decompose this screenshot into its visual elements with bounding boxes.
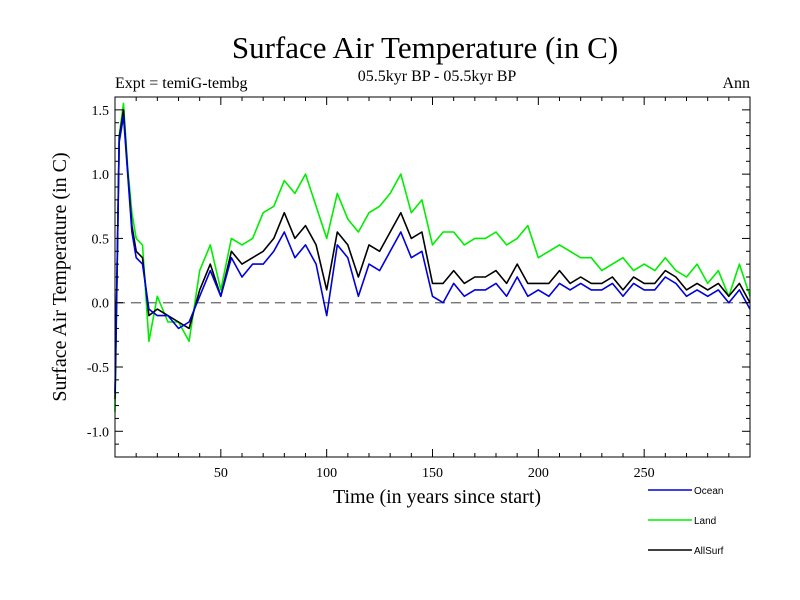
y-tick-label: 1.0 bbox=[92, 168, 110, 183]
series-line-allsurf bbox=[114, 109, 751, 400]
y-tick-label: -0.5 bbox=[87, 361, 109, 376]
y-axis-label: Surface Air Temperature (in C) bbox=[49, 152, 71, 401]
y-tick-label: 0.0 bbox=[92, 297, 110, 312]
legend-label-land: Land bbox=[694, 516, 716, 527]
x-tick-label: 150 bbox=[422, 466, 443, 481]
series-line-land bbox=[114, 102, 751, 413]
x-tick-label: 200 bbox=[528, 466, 549, 481]
plot-frame bbox=[114, 96, 751, 458]
y-tick-label: 0.5 bbox=[92, 232, 110, 247]
x-tick-label: 100 bbox=[316, 466, 337, 481]
y-ticks: -1.0 -0.5 0.0 0.5 1.0 1.5 bbox=[87, 104, 750, 445]
y-tick-label: -1.0 bbox=[87, 425, 109, 440]
subtitle-right: Ann bbox=[722, 75, 750, 92]
chart-title: Surface Air Temperature (in C) bbox=[232, 30, 618, 65]
subtitle-center: 05.5kyr BP - 05.5kyr BP bbox=[358, 68, 517, 85]
legend: Ocean Land AllSurf bbox=[648, 486, 724, 557]
series-line-ocean bbox=[114, 115, 751, 393]
subtitle-left: Expt = temiG-tembg bbox=[115, 75, 248, 92]
y-tick-label: 1.5 bbox=[92, 104, 110, 119]
x-axis-label: Time (in years since start) bbox=[333, 486, 541, 508]
x-tick-label: 50 bbox=[214, 466, 228, 481]
x-ticks: 50 100 150 200 250 bbox=[135, 97, 730, 481]
legend-label-ocean: Ocean bbox=[694, 486, 723, 497]
plot-area bbox=[114, 102, 751, 413]
x-tick-label: 250 bbox=[634, 466, 655, 481]
legend-label-allsurf: AllSurf bbox=[694, 546, 724, 557]
